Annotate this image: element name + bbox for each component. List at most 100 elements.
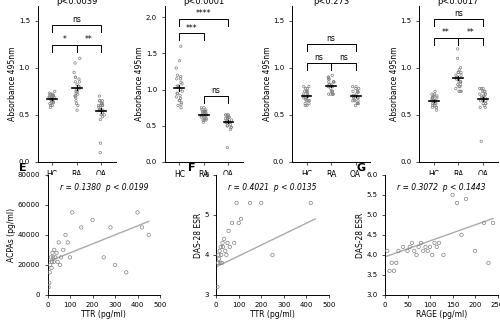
Point	[328, 92, 336, 97]
Point	[422, 244, 430, 249]
Point	[399, 244, 407, 249]
Point	[419, 248, 427, 253]
Point	[428, 101, 436, 106]
Point	[46, 280, 54, 285]
Point	[354, 86, 362, 91]
Title: Apo-A1
p<0.273: Apo-A1 p<0.273	[313, 0, 349, 6]
Point	[352, 84, 360, 89]
Point	[354, 101, 362, 106]
Text: ns: ns	[212, 86, 220, 95]
Point	[52, 250, 60, 255]
Point	[482, 95, 490, 100]
Point	[214, 260, 222, 265]
Text: C: C	[268, 0, 276, 1]
Point	[479, 95, 487, 100]
Point	[352, 92, 360, 97]
Point	[412, 252, 420, 258]
Point	[481, 105, 489, 110]
Point	[228, 118, 235, 123]
Point	[49, 255, 57, 260]
Point	[455, 67, 463, 72]
Point	[428, 252, 436, 258]
Point	[44, 285, 52, 290]
Point	[202, 107, 210, 112]
Point	[178, 81, 186, 87]
Point	[484, 260, 492, 265]
Point	[73, 82, 81, 87]
Text: ****: ****	[196, 9, 212, 18]
Point	[222, 112, 230, 118]
Point	[454, 46, 462, 52]
Point	[325, 82, 333, 87]
Point	[48, 96, 56, 101]
Point	[354, 101, 362, 106]
Point	[235, 220, 243, 226]
Y-axis label: DAS-28 ESR: DAS-28 ESR	[356, 212, 364, 258]
Point	[221, 248, 229, 253]
Title: RAGE
p<0.0017: RAGE p<0.0017	[438, 0, 479, 6]
Point	[218, 240, 226, 246]
Point	[349, 89, 357, 94]
Point	[350, 95, 358, 100]
Point	[220, 236, 228, 241]
Point	[431, 101, 439, 106]
Point	[74, 89, 82, 94]
Point	[98, 114, 106, 119]
Point	[457, 79, 465, 85]
Point	[478, 95, 486, 100]
Point	[177, 105, 185, 110]
Point	[456, 82, 464, 87]
Point	[202, 112, 210, 118]
Point	[302, 86, 310, 91]
Point	[72, 89, 80, 94]
Point	[432, 101, 440, 106]
Point	[57, 255, 65, 260]
Point	[224, 112, 232, 118]
Text: ns: ns	[339, 53, 348, 62]
Point	[198, 105, 205, 110]
Point	[462, 196, 470, 202]
Point	[348, 93, 356, 98]
Point	[46, 101, 54, 106]
Text: G: G	[357, 163, 366, 173]
Point	[198, 107, 206, 112]
Point	[431, 98, 439, 103]
Point	[452, 73, 460, 78]
Point	[300, 92, 308, 97]
Point	[97, 108, 105, 113]
Point	[48, 265, 56, 271]
Point	[98, 101, 106, 106]
X-axis label: TTR (pg/ml): TTR (pg/ml)	[250, 310, 295, 319]
Point	[417, 240, 425, 246]
Point	[328, 84, 336, 89]
Point	[94, 103, 102, 108]
Point	[48, 103, 56, 108]
Point	[217, 244, 225, 249]
Point	[49, 93, 57, 98]
Point	[198, 115, 205, 120]
Point	[72, 79, 80, 85]
Point	[75, 84, 83, 89]
Point	[482, 98, 490, 103]
Point	[177, 101, 185, 107]
Point	[482, 101, 490, 106]
Point	[200, 109, 208, 114]
Point	[428, 95, 436, 100]
Point	[50, 259, 58, 264]
Point	[350, 97, 358, 102]
Point	[304, 98, 312, 103]
Point	[478, 93, 486, 98]
Point	[303, 98, 311, 103]
Point	[96, 98, 104, 103]
Point	[174, 73, 182, 78]
Point	[354, 95, 362, 100]
Point	[224, 228, 232, 234]
Point	[324, 76, 332, 82]
Point	[301, 101, 309, 106]
Point	[177, 80, 185, 85]
Point	[224, 115, 232, 120]
Point	[98, 101, 106, 106]
Point	[226, 244, 234, 249]
Point	[349, 98, 357, 103]
Point	[224, 116, 232, 121]
